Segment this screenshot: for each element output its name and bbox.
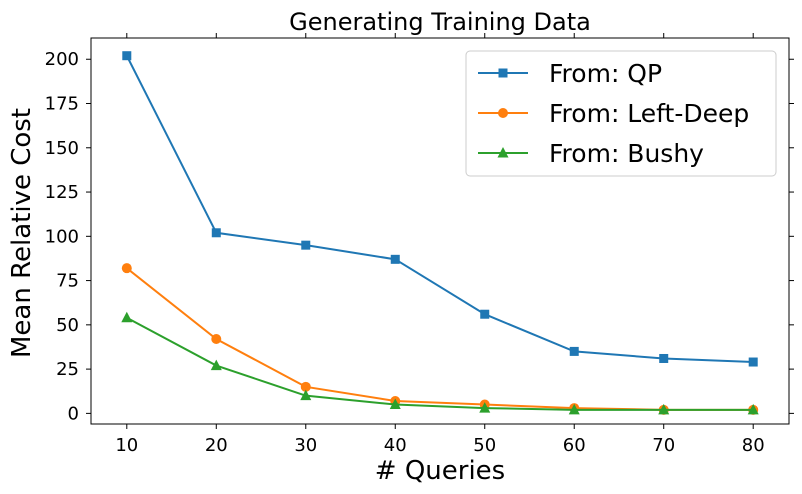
data-point — [569, 346, 579, 356]
y-tick-label: 125 — [45, 182, 79, 203]
series-0 — [122, 51, 758, 367]
y-tick-label: 175 — [45, 94, 79, 115]
data-point — [658, 403, 670, 415]
data-point — [748, 357, 758, 367]
legend-marker — [498, 68, 508, 78]
x-axis-label: # Queries — [375, 456, 505, 486]
x-tick-label: 30 — [294, 435, 317, 456]
y-axis-label: Mean Relative Cost — [7, 108, 37, 358]
data-point — [210, 359, 222, 371]
y-tick-label: 75 — [56, 271, 79, 292]
data-point — [659, 353, 669, 363]
data-point — [211, 334, 222, 345]
axis-ticks: 10 20 30 40 50 60 70 80 0 25 50 75 100 125 150 175 200 — [45, 33, 794, 456]
series-2 — [121, 311, 759, 415]
plot-frame — [90, 37, 790, 425]
x-tick-label: 10 — [115, 435, 138, 456]
legend: From: QP From: Left-Deep From: Bushy — [465, 50, 777, 177]
data-point — [747, 403, 759, 415]
legend-label: From: Bushy — [549, 139, 704, 168]
data-point — [121, 311, 133, 323]
x-tick-label: 40 — [384, 435, 407, 456]
series-layer — [121, 51, 759, 415]
y-tick-label: 150 — [45, 138, 79, 159]
data-point — [121, 263, 132, 274]
series-line — [125, 55, 754, 364]
data-point — [211, 228, 221, 238]
data-point — [301, 240, 311, 250]
legend-label: From: Left-Deep — [549, 99, 749, 128]
y-tick-label: 100 — [45, 226, 79, 247]
data-point — [479, 402, 491, 413]
data-point — [480, 309, 490, 319]
x-tick-label: 80 — [742, 435, 765, 456]
legend-box — [465, 50, 777, 177]
legend-label: From: QP — [549, 59, 662, 88]
x-tick-label: 50 — [473, 435, 496, 456]
data-point — [390, 254, 400, 264]
y-tick-label: 200 — [45, 49, 79, 70]
legend-marker — [498, 108, 508, 118]
y-tick-label: 0 — [68, 403, 79, 424]
series-line — [126, 316, 754, 411]
data-point — [389, 398, 401, 410]
x-tick-label: 60 — [563, 435, 586, 456]
data-point — [122, 51, 132, 61]
data-point — [300, 381, 311, 392]
plot-area — [90, 37, 790, 425]
y-tick-label: 50 — [56, 315, 79, 336]
x-tick-label: 70 — [652, 435, 675, 456]
y-tick-label: 25 — [56, 359, 79, 380]
data-point — [568, 403, 580, 415]
x-tick-label: 20 — [205, 435, 228, 456]
data-point — [300, 389, 312, 401]
legend-marker — [497, 147, 509, 158]
chart-title: Generating Training Data — [289, 8, 591, 36]
